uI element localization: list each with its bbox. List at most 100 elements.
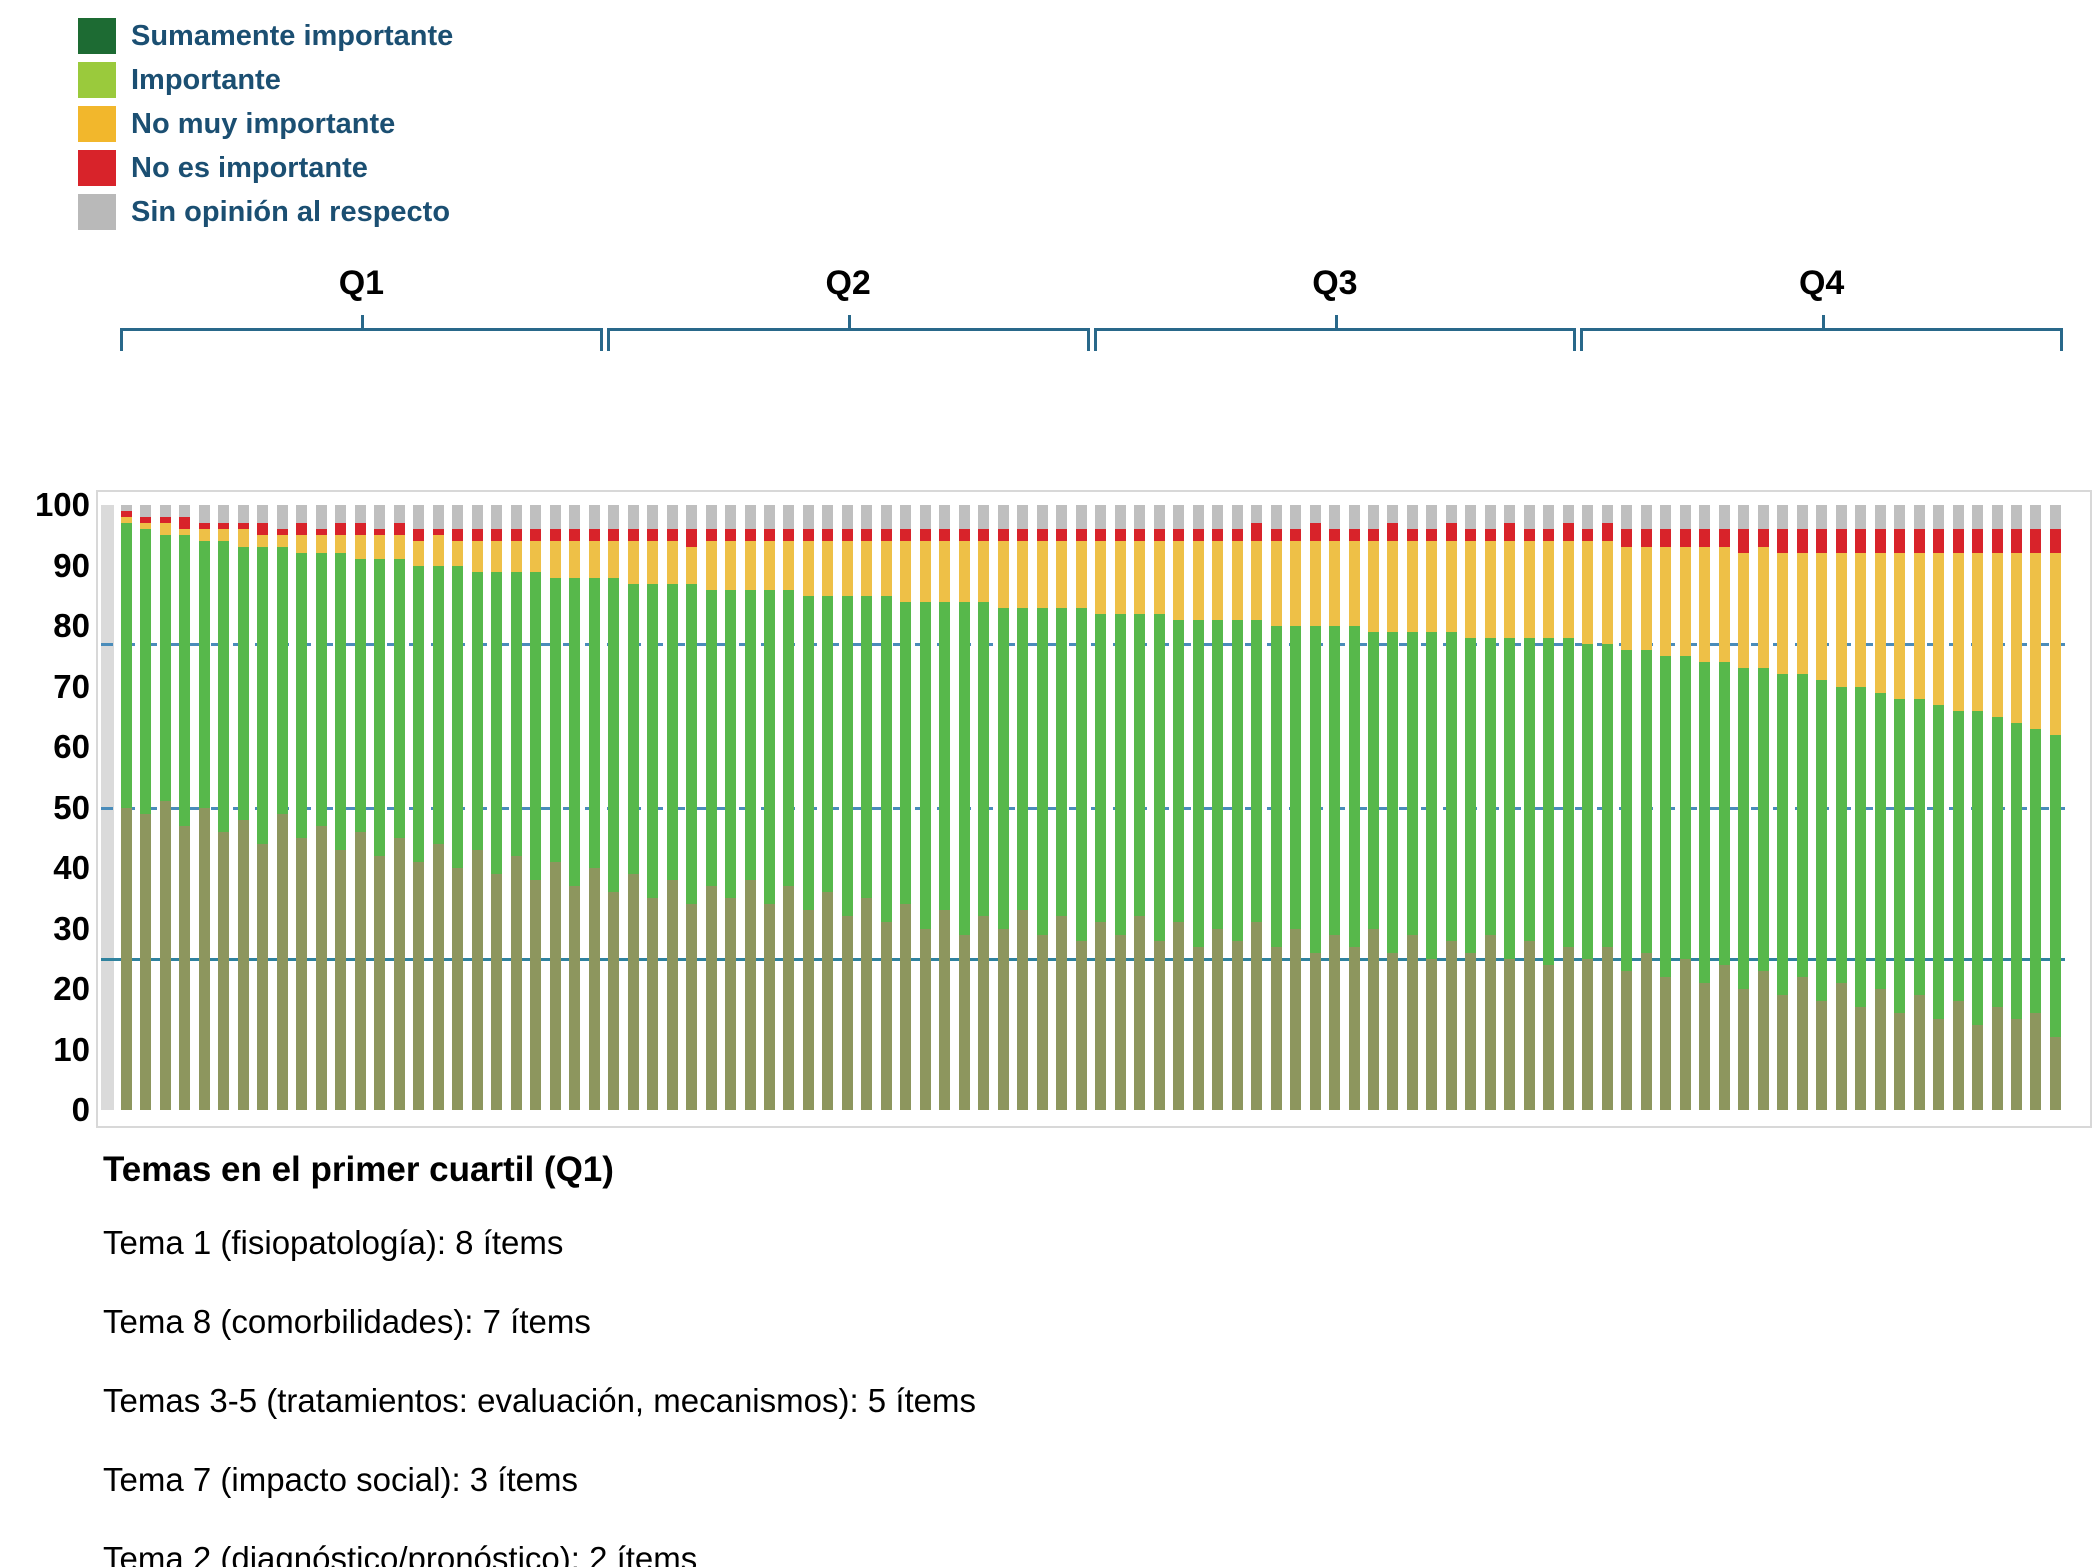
segment-no-es-importante	[159, 517, 171, 524]
segment-no-muy-importante	[1231, 541, 1243, 620]
bar-69	[1445, 505, 1457, 1110]
bar-81	[1679, 505, 1691, 1110]
segment-no-es-importante	[491, 529, 503, 542]
segment-importante	[1718, 662, 1730, 965]
segment-importante	[1777, 674, 1789, 996]
segment-no-es-importante	[1894, 529, 1906, 554]
segment-sin-opinion-al-respecto	[1699, 505, 1711, 530]
segment-importante	[841, 595, 853, 917]
segment-no-muy-importante	[354, 535, 366, 560]
segment-no-muy-importante	[1114, 541, 1126, 614]
segment-sin-opinion-al-respecto	[1484, 505, 1496, 530]
segment-sumamente-importante	[1718, 964, 1730, 1110]
segment-importante	[1017, 607, 1029, 911]
segment-importante	[315, 553, 327, 826]
segment-importante	[1484, 638, 1496, 935]
segment-sin-opinion-al-respecto	[2010, 505, 2022, 530]
segment-sumamente-importante	[705, 886, 717, 1110]
segment-sin-opinion-al-respecto	[861, 505, 873, 530]
bar-28	[647, 505, 659, 1110]
segment-no-muy-importante	[2010, 553, 2022, 723]
segment-sumamente-importante	[1757, 970, 1769, 1110]
segment-importante	[1952, 710, 1964, 1002]
segment-no-muy-importante	[1562, 541, 1574, 639]
segment-importante	[140, 529, 152, 814]
segment-sin-opinion-al-respecto	[1874, 505, 1886, 530]
bar-12	[335, 505, 347, 1110]
bracket-center-tick	[1821, 315, 1825, 328]
segment-no-es-importante	[705, 529, 717, 542]
segment-importante	[1056, 607, 1068, 917]
segment-no-muy-importante	[1660, 547, 1672, 657]
quartile-brackets: Q1 Q2 Q3 Q4	[118, 264, 2065, 362]
segment-sin-opinion-al-respecto	[1523, 505, 1535, 530]
segment-sin-opinion-al-respecto	[121, 505, 132, 512]
segment-importante	[530, 571, 542, 881]
segment-sumamente-importante	[1679, 958, 1691, 1110]
y-tick-label-80: 80	[53, 607, 90, 644]
segment-no-muy-importante	[1445, 541, 1457, 633]
bar-95	[1952, 505, 1964, 1110]
stacked-bars	[118, 505, 2065, 1110]
segment-no-muy-importante	[432, 535, 444, 566]
segment-no-es-importante	[1017, 529, 1029, 542]
segment-sumamente-importante	[880, 922, 892, 1110]
y-tick-label-10: 10	[53, 1030, 90, 1068]
segment-importante	[413, 565, 425, 862]
segment-no-es-importante	[179, 517, 191, 530]
segment-sin-opinion-al-respecto	[978, 505, 990, 530]
note-line: Tema 8 (comorbilidades): 7 ítems	[103, 1303, 591, 1340]
segment-importante	[296, 553, 308, 838]
segment-no-es-importante	[958, 529, 970, 542]
segment-no-es-importante	[471, 529, 483, 542]
bar-37	[822, 505, 834, 1110]
segment-sin-opinion-al-respecto	[1309, 505, 1321, 524]
segment-no-es-importante	[861, 529, 873, 542]
segment-sin-opinion-al-respecto	[1134, 505, 1146, 530]
segment-sumamente-importante	[2010, 1019, 2022, 1110]
bar-10	[296, 505, 308, 1110]
plot-area	[101, 505, 2065, 1110]
bar-36	[802, 505, 814, 1110]
segment-sin-opinion-al-respecto	[1290, 505, 1302, 530]
y-tick-label-60: 60	[53, 728, 90, 765]
segment-sin-opinion-al-respecto	[315, 505, 327, 530]
bar-53	[1134, 505, 1146, 1110]
legend-item-no-es-importante: No es importante	[78, 146, 453, 190]
bar-67	[1406, 505, 1418, 1110]
segment-importante	[627, 583, 639, 875]
segment-no-muy-importante	[530, 541, 542, 572]
segment-no-es-importante	[1718, 529, 1730, 548]
segment-importante	[354, 559, 366, 832]
segment-sin-opinion-al-respecto	[374, 505, 386, 530]
legend-item-importante: Importante	[78, 58, 453, 102]
segment-sumamente-importante	[841, 916, 853, 1110]
segment-sin-opinion-al-respecto	[588, 505, 600, 530]
segment-no-es-importante	[413, 529, 425, 542]
segment-importante	[1231, 619, 1243, 941]
bar-64	[1348, 505, 1360, 1110]
segment-importante	[1835, 686, 1847, 983]
segment-no-muy-importante	[2049, 553, 2061, 735]
segment-no-muy-importante	[1952, 553, 1964, 711]
segment-sumamente-importante	[1426, 958, 1438, 1110]
bar-87	[1796, 505, 1808, 1110]
y-tick-label-0: 0	[71, 1091, 90, 1128]
bar-20	[491, 505, 503, 1110]
segment-no-muy-importante	[121, 517, 132, 524]
segment-sumamente-importante	[276, 813, 288, 1110]
bar-19	[471, 505, 483, 1110]
bar-6	[218, 505, 230, 1110]
segment-sumamente-importante	[159, 801, 171, 1110]
segment-sumamente-importante	[1777, 995, 1789, 1110]
segment-sumamente-importante	[1972, 1025, 1984, 1110]
segment-sin-opinion-al-respecto	[666, 505, 678, 530]
bar-98	[2010, 505, 2022, 1110]
bar-8	[257, 505, 269, 1110]
segment-sin-opinion-al-respecto	[1017, 505, 1029, 530]
segment-sumamente-importante	[354, 831, 366, 1110]
segment-no-muy-importante	[1192, 541, 1204, 620]
segment-sin-opinion-al-respecto	[1056, 505, 1068, 530]
segment-sin-opinion-al-respecto	[705, 505, 717, 530]
